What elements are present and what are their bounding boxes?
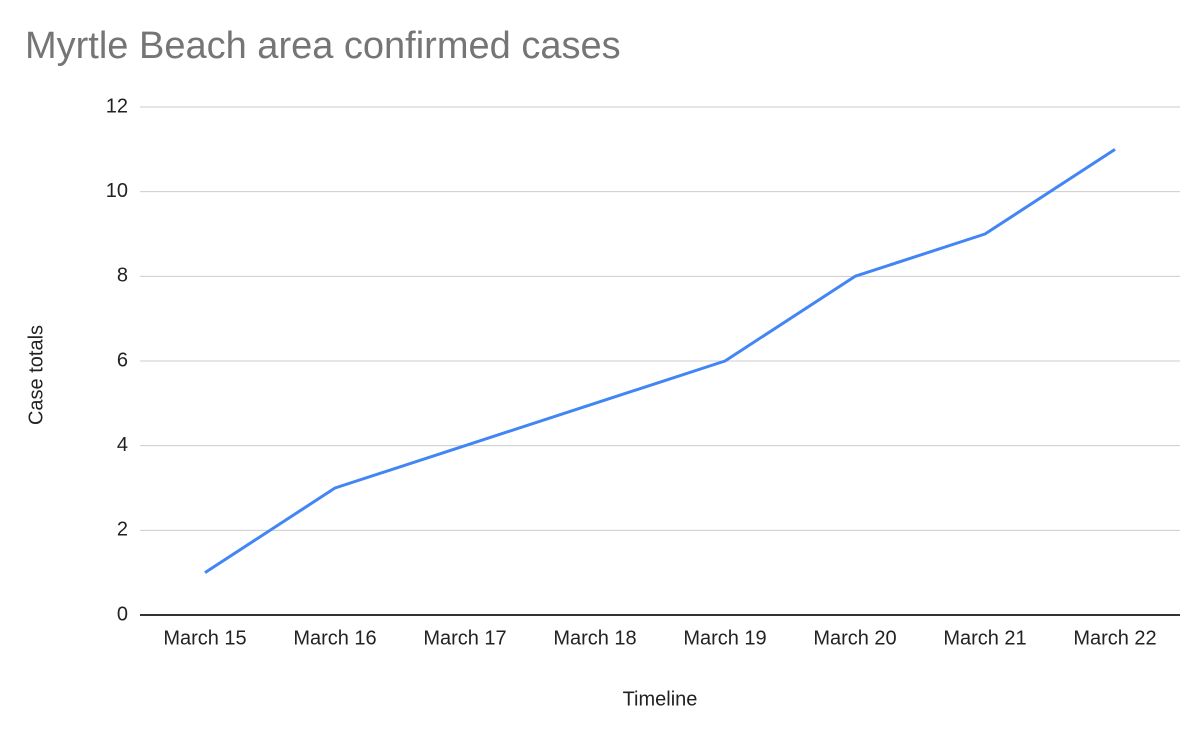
y-tick-label: 6 [117, 349, 128, 371]
y-tick-label: 12 [106, 95, 128, 117]
y-tick-label: 2 [117, 519, 128, 541]
x-tick-label: March 21 [943, 627, 1026, 649]
y-tick-label: 0 [117, 603, 128, 625]
chart-title: Myrtle Beach area confirmed cases [25, 25, 621, 67]
x-tick-label: March 17 [423, 627, 506, 649]
y-tick-label: 8 [117, 265, 128, 287]
y-tick-label: 4 [117, 434, 128, 456]
x-tick-label: March 19 [683, 627, 766, 649]
x-tick-label: March 15 [163, 627, 246, 649]
x-axis-label: Timeline [623, 688, 698, 710]
data-line [204, 148, 1116, 574]
y-axis-label: Case totals [25, 325, 47, 425]
y-tick-label: 10 [106, 180, 128, 202]
x-tick-label: March 22 [1073, 627, 1156, 649]
x-tick-label: March 16 [293, 627, 376, 649]
x-tick-label: March 20 [813, 627, 896, 649]
x-tick-label: March 18 [553, 627, 636, 649]
